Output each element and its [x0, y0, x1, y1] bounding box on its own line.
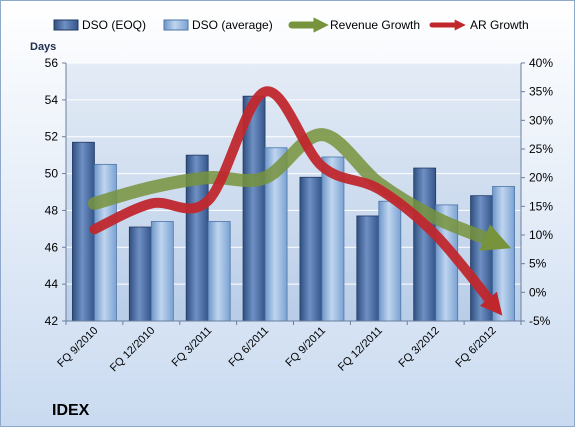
y-right-tick-label: 25%: [529, 142, 553, 156]
legend-item-dso-average: DSO (average): [163, 18, 273, 32]
y-right-tick-label: 30%: [529, 113, 553, 127]
y-right-tick-label: 5%: [529, 257, 547, 271]
y-right-tick-label: 10%: [529, 228, 553, 242]
bar-dso-eoq: [413, 167, 437, 322]
bar-dso-average: [94, 163, 117, 322]
y-tick-label: 44: [45, 277, 59, 291]
bar-dso-eoq: [128, 226, 152, 322]
lines-group: [87, 86, 512, 316]
legend-item-dso-eoq: DSO (EOQ): [53, 18, 146, 32]
ar-growth-line: [89, 86, 503, 316]
y-axis-title: Days: [30, 41, 56, 53]
legend-swatch: [53, 19, 79, 31]
chart-title: IDEX: [52, 402, 90, 419]
y-tick-label: 46: [45, 240, 59, 254]
legend-label: DSO (average): [192, 18, 273, 32]
bar-dso-average: [378, 200, 402, 322]
legend-label: DSO (EOQ): [82, 18, 146, 32]
bar-dso-eoq: [356, 215, 380, 322]
y-right-tick-label: 0%: [529, 285, 547, 299]
y-right-tick-label: 40%: [529, 56, 553, 70]
legend-label: Revenue Growth: [330, 18, 420, 32]
y-tick-label: 54: [45, 93, 59, 107]
y-tick-label: 42: [45, 314, 59, 328]
y-right-tick-label: -5%: [529, 314, 551, 328]
bar-dso-eoq: [299, 176, 323, 322]
legend-item-ar-growth: AR Growth: [429, 18, 529, 32]
y-tick-label: 56: [45, 56, 59, 70]
y-right-tick-label: 15%: [529, 199, 553, 213]
legend-swatch: [163, 19, 189, 31]
y-tick-label: 52: [45, 130, 59, 144]
legend-item-revenue-growth: Revenue Growth: [288, 17, 420, 33]
legend: DSO (EOQ) DSO (average) Revenue Growth AR G…: [53, 17, 529, 33]
y-right-tick-label: 35%: [529, 85, 553, 99]
bar-dso-average: [207, 221, 231, 322]
legend-label: AR Growth: [470, 18, 529, 32]
bar-dso-average: [150, 221, 174, 322]
y-tick-label: 48: [45, 203, 59, 217]
y-right-tick-label: 20%: [529, 171, 553, 185]
y-tick-label: 50: [45, 167, 59, 181]
